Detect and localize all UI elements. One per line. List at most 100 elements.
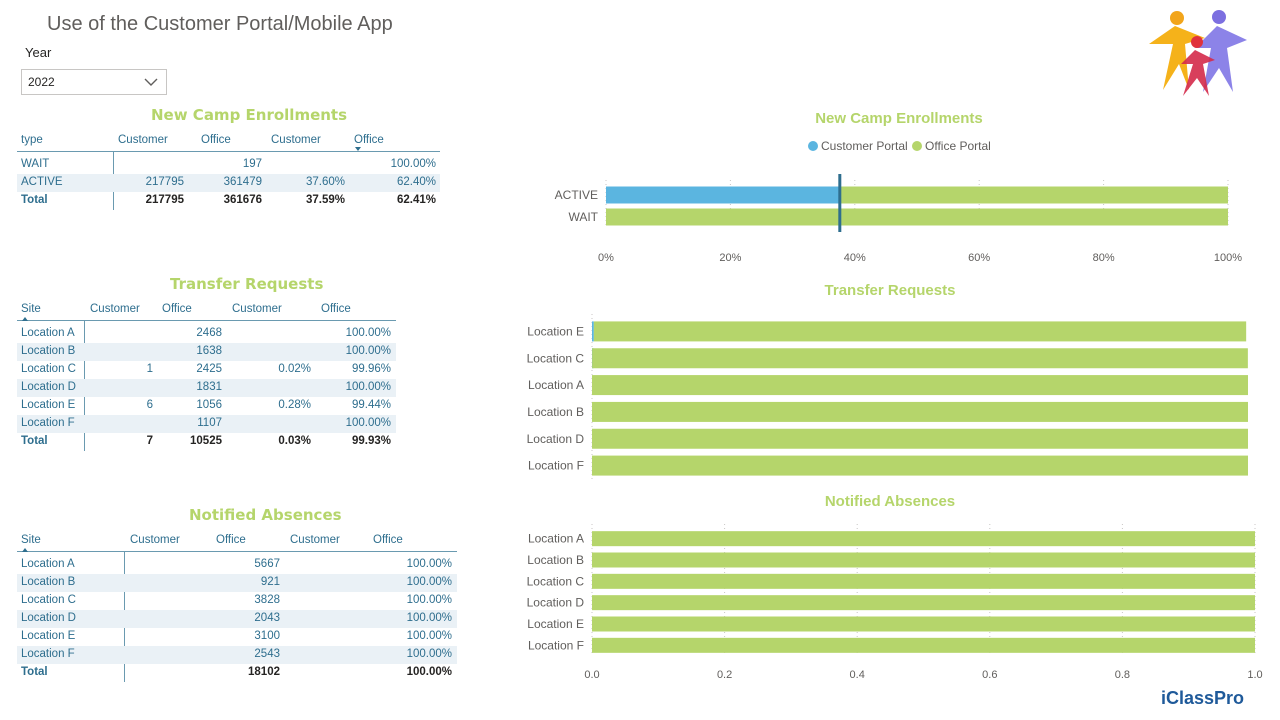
column-header-customer-count[interactable]: Customer bbox=[118, 134, 168, 146]
table-cell: 3828 bbox=[254, 594, 280, 606]
table-row[interactable]: Location A 5667 100.00% bbox=[17, 556, 457, 574]
table-row[interactable]: Location D 2043 100.00% bbox=[17, 610, 457, 628]
brand-prefix: iClass bbox=[1161, 688, 1215, 708]
table-cell: 361676 bbox=[223, 194, 262, 206]
table-row[interactable]: Location C 3828 100.00% bbox=[17, 592, 457, 610]
y-category-label: Location A bbox=[528, 378, 584, 392]
table-cell: 99.93% bbox=[351, 435, 391, 447]
column-header-office-pct[interactable]: Office bbox=[354, 134, 384, 146]
column-header-customer-pct[interactable]: Customer bbox=[232, 303, 282, 315]
x-tick-label: 40% bbox=[844, 252, 866, 264]
bar-office bbox=[592, 616, 1255, 632]
column-header-office-count[interactable]: Office bbox=[216, 534, 246, 546]
bar-office bbox=[592, 595, 1255, 611]
table-row[interactable]: Location B 1638 100.00% bbox=[17, 343, 396, 361]
bar-office bbox=[593, 321, 1247, 342]
table-header: Site Customer Office Customer Office bbox=[17, 530, 457, 552]
table-cell: 2468 bbox=[196, 327, 222, 339]
sort-ascending-icon bbox=[22, 317, 28, 321]
table-row[interactable]: Location D 1831 100.00% bbox=[17, 379, 396, 397]
year-filter-label: Year bbox=[25, 45, 52, 60]
table-cell: WAIT bbox=[21, 158, 50, 170]
column-header-customer-pct[interactable]: Customer bbox=[271, 134, 321, 146]
column-header-customer-pct[interactable]: Customer bbox=[290, 534, 340, 546]
table-cell: 100.00% bbox=[345, 345, 391, 357]
table-cell: 99.96% bbox=[351, 363, 391, 375]
table-row[interactable]: Location C 1 2425 0.02% 99.96% bbox=[17, 361, 396, 379]
table-cell: 2543 bbox=[254, 648, 280, 660]
table-cell: ACTIVE bbox=[21, 176, 63, 188]
y-category-label: Location D bbox=[527, 596, 585, 610]
y-category-label: Location C bbox=[527, 574, 585, 588]
column-header-office-pct[interactable]: Office bbox=[321, 303, 351, 315]
legend-marker-customer bbox=[808, 141, 818, 151]
x-tick-label: 0.4 bbox=[850, 669, 865, 681]
table-cell: 2043 bbox=[254, 612, 280, 624]
column-header-type[interactable]: type bbox=[21, 134, 43, 146]
table-cell: Total bbox=[21, 666, 48, 678]
table-cell: 1638 bbox=[196, 345, 222, 357]
column-header-office-pct[interactable]: Office bbox=[373, 534, 403, 546]
table-cell: 921 bbox=[260, 576, 280, 588]
table-header: Site Customer Office Customer Office bbox=[17, 299, 396, 321]
table-row[interactable]: Location B 921 100.00% bbox=[17, 574, 457, 592]
column-header-site[interactable]: Site bbox=[21, 534, 41, 546]
table-total-row[interactable]: Total 18102 100.00% bbox=[17, 664, 457, 682]
table-cell: 100.00% bbox=[406, 612, 452, 624]
table-total-row[interactable]: Total 7 10525 0.03% 99.93% bbox=[17, 433, 396, 451]
table-row[interactable]: Location E 3100 100.00% bbox=[17, 628, 457, 646]
column-header-office-count[interactable]: Office bbox=[162, 303, 192, 315]
table-cell: 197 bbox=[242, 158, 262, 170]
y-category-label: Location F bbox=[528, 459, 584, 473]
table-cell: Location C bbox=[21, 594, 76, 606]
table-total-row[interactable]: Total 217795 361676 37.59% 62.41% bbox=[17, 192, 440, 210]
absence-table-title: Notified Absences bbox=[189, 506, 342, 524]
table-cell: Location C bbox=[21, 363, 76, 375]
chart-title: Transfer Requests bbox=[825, 282, 956, 299]
legend-marker-office bbox=[912, 141, 922, 151]
table-cell: 217795 bbox=[145, 194, 184, 206]
table-cell: Location D bbox=[21, 381, 76, 393]
table-row[interactable]: ACTIVE 217795 361479 37.60% 62.40% bbox=[17, 174, 440, 192]
table-cell: 10525 bbox=[190, 435, 222, 447]
table-row[interactable]: Location E 6 1056 0.28% 99.44% bbox=[17, 397, 396, 415]
column-header-customer-count[interactable]: Customer bbox=[130, 534, 180, 546]
sort-descending-icon bbox=[355, 147, 361, 151]
column-header-customer-count[interactable]: Customer bbox=[90, 303, 140, 315]
table-row[interactable]: Location A 2468 100.00% bbox=[17, 325, 396, 343]
y-category-label: Location C bbox=[527, 351, 585, 365]
bar-office bbox=[839, 186, 1228, 204]
bar-customer bbox=[592, 321, 594, 342]
sort-ascending-icon bbox=[22, 548, 28, 552]
bar-office bbox=[592, 455, 1248, 476]
bar-office bbox=[592, 401, 1248, 422]
table-row[interactable]: Location F 2543 100.00% bbox=[17, 646, 457, 664]
notified-absences-chart: Notified Absences 0.0 0.2 0.4 0.6 0.8 1.0 Locat… bbox=[527, 493, 1263, 681]
table-cell: 0.03% bbox=[278, 435, 311, 447]
table-cell: Location A bbox=[21, 558, 75, 570]
table-cell: Location D bbox=[21, 612, 76, 624]
table-cell: 18102 bbox=[248, 666, 280, 678]
table-cell: 100.00% bbox=[406, 558, 452, 570]
table-row[interactable]: Location F 1107 100.00% bbox=[17, 415, 396, 433]
brand-suffix: Pro bbox=[1214, 688, 1245, 708]
year-dropdown[interactable]: 2022 bbox=[21, 69, 167, 95]
table-row[interactable]: WAIT 197 100.00% bbox=[17, 156, 440, 174]
y-category-label: Location E bbox=[527, 324, 584, 338]
bar-office bbox=[606, 208, 1228, 226]
table-cell: 6 bbox=[146, 399, 153, 411]
column-header-site[interactable]: Site bbox=[21, 303, 41, 315]
legend-label-customer: Customer Portal bbox=[821, 139, 908, 153]
table-cell: 1 bbox=[146, 363, 153, 375]
x-tick-label: 0.6 bbox=[982, 669, 997, 681]
x-tick-label: 20% bbox=[719, 252, 741, 264]
chevron-down-icon bbox=[144, 78, 158, 86]
column-header-office-count[interactable]: Office bbox=[201, 134, 231, 146]
logo-figure-red bbox=[1181, 36, 1215, 96]
table-cell: 100.00% bbox=[345, 327, 391, 339]
bar-office bbox=[592, 531, 1255, 547]
table-cell: 62.41% bbox=[396, 194, 436, 206]
table-cell: 62.40% bbox=[396, 176, 436, 188]
bar-customer bbox=[606, 186, 840, 204]
logo-figure-purple bbox=[1195, 10, 1247, 92]
